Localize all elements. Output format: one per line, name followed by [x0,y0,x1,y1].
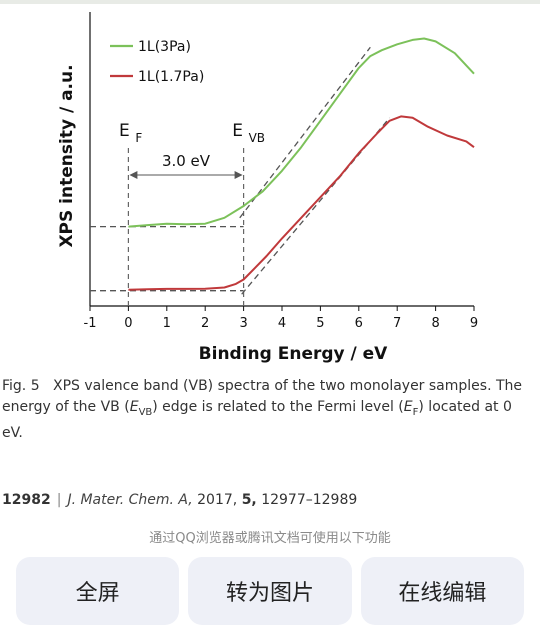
gap-label: 3.0 eV [162,152,211,170]
x-tick-label: 1 [163,316,171,331]
fullscreen-button[interactable]: 全屏 [16,557,180,625]
evb-subscript: VB [249,131,265,145]
caption-vb-sub: VB [138,406,153,418]
caption-text-mid: ) edge is related to the Fermi level ( [152,399,404,415]
caption-text-after: ) located at 0 eV. [2,399,512,441]
tangent-green-dashed [239,46,371,219]
caption-ef-sub: F [412,406,419,418]
x-tick-label: 5 [316,316,324,331]
citation-journal: J. Mater. Chem. A, [67,492,193,508]
series-line-1 [128,37,475,228]
caption-vb-symbol: E [129,399,139,415]
gap-arrow-head-right [234,171,243,179]
edit-online-button[interactable]: 在线编辑 [360,557,524,625]
gap-arrow-head-left [129,171,138,179]
figure-caption: Fig. 5 XPS valence band (VB) spectra of … [2,376,536,444]
citation-line: 12982 | J. Mater. Chem. A, 2017, 5, 12977–… [2,492,357,508]
caption-ef-symbol: E [403,399,413,415]
x-axis-label: Binding Energy / eV [199,344,389,364]
citation-pages: 12977–12989 [261,492,358,508]
ef-subscript: F [135,131,142,145]
ef-label: E [119,121,130,141]
legend-label-1: 1L(3Pa) [138,39,191,55]
y-axis-label: XPS intensity / a.u. [57,64,77,247]
x-tick-label: 3 [239,316,247,331]
x-tick-label: 9 [470,316,478,331]
caption-label: Fig. 5 [2,378,40,394]
x-tick-label: 2 [201,316,209,331]
x-tick-label: 7 [393,316,401,331]
x-tick-label: 0 [124,316,132,331]
top-divider [0,0,540,4]
convert-to-image-button[interactable]: 转为图片 [188,557,352,625]
series-line-2 [128,115,475,291]
xps-chart: -1 0 1 2 3 4 5 6 7 8 93.0 eVE F E VB1L(3Pa)1L(1.7Pa) … [57,12,478,364]
action-bar: 全屏 转为图片 在线编辑 [16,557,524,625]
citation-page: 12982 [2,492,51,508]
x-tick-label: 8 [431,316,439,331]
citation-separator: | [56,492,62,508]
legend-label-2: 1L(1.7Pa) [138,69,204,85]
evb-label: E [232,121,243,141]
x-tick-label: 6 [355,316,363,331]
x-tick-label: 4 [278,316,286,331]
citation-year: 2017, [197,492,238,508]
citation-volume: 5, [241,492,257,508]
x-tick-label: -1 [84,316,97,331]
caption-text-before: XPS valence band (VB) spectra of the two… [2,378,523,415]
feature-hint: 通过QQ浏览器或腾讯文档可使用以下功能 [149,531,391,546]
